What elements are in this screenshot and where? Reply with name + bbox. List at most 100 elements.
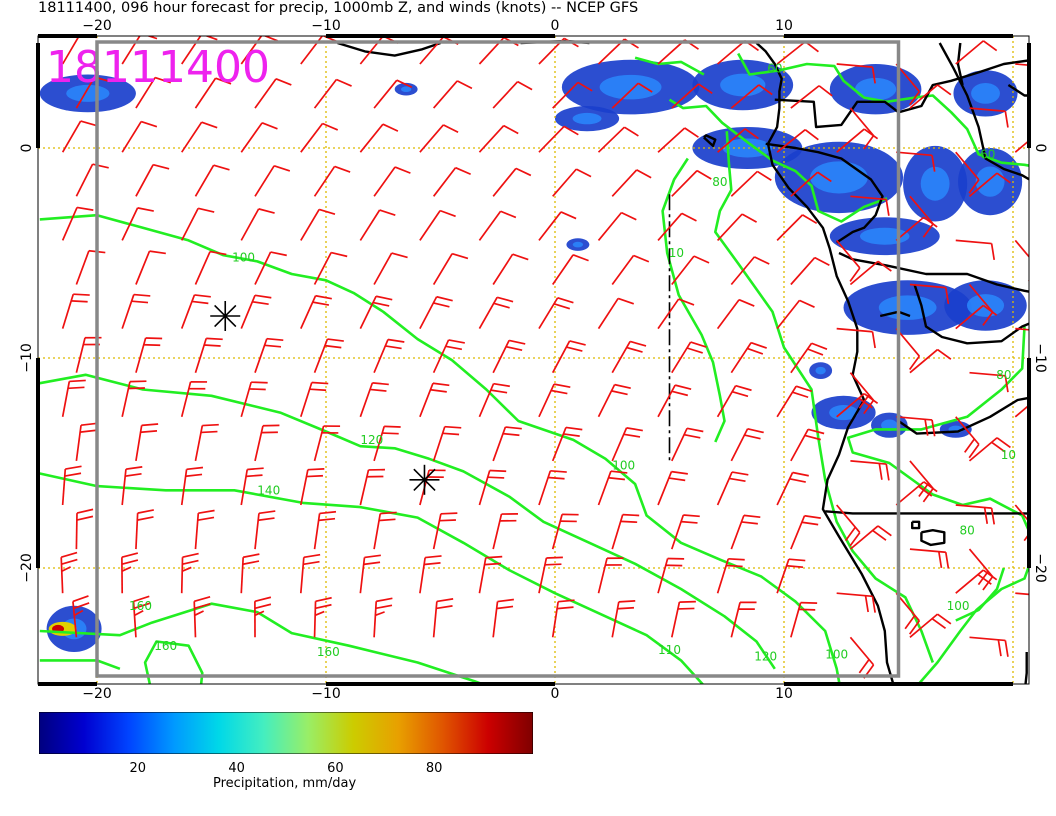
barb-feather: [273, 165, 291, 172]
wind-barb: [1014, 404, 1029, 418]
barb-shaft: [432, 80, 458, 109]
barb-feather: [264, 344, 282, 348]
colorbar-label: Precipitation, mm/day: [213, 776, 357, 791]
barb-feather: [620, 520, 638, 524]
wind-barb: [359, 295, 393, 329]
barb-shaft: [254, 425, 264, 462]
barb-shaft: [313, 338, 329, 374]
barb-feather: [679, 600, 696, 603]
barb-shaft: [551, 514, 563, 550]
barb-feather: [964, 438, 976, 453]
barb-shaft: [909, 613, 939, 638]
barb-feather: [877, 260, 892, 272]
barb-shaft: [790, 602, 802, 638]
barb-feather: [792, 471, 809, 477]
wind-barb: [181, 121, 218, 153]
barb-shaft: [538, 125, 565, 153]
barb-shaft: [61, 293, 75, 329]
barb-feather: [990, 243, 996, 260]
wind-barb: [850, 195, 890, 216]
barb-feather: [61, 566, 71, 572]
wind-barb: [611, 254, 650, 286]
barb-feather: [977, 573, 992, 585]
barb-feather: [318, 517, 336, 522]
wind-barb: [611, 513, 640, 550]
wind-barb: [313, 338, 344, 374]
barb-feather: [801, 521, 819, 526]
wind-barb: [313, 165, 351, 197]
barb-shaft: [180, 469, 188, 506]
wind-barb: [61, 120, 97, 153]
y-tick-label-right: −20: [1032, 553, 1048, 583]
barb-feather: [572, 254, 589, 262]
wind-barb: [1014, 139, 1029, 153]
wind-barb: [597, 470, 628, 506]
barb-feather: [938, 551, 943, 569]
barb-shaft: [657, 471, 673, 506]
barb-shaft: [790, 342, 813, 374]
barb-shaft: [969, 371, 1006, 377]
precip-core: [572, 112, 602, 125]
barb-shaft: [716, 558, 730, 594]
barb-feather: [315, 294, 332, 300]
contour-label: 160: [129, 599, 152, 613]
barb-shaft: [300, 295, 317, 329]
contour-line: [661, 157, 726, 443]
barb-shaft: [132, 601, 137, 638]
height-contours: [39, 52, 1029, 684]
wind-barb: [909, 283, 950, 305]
barb-feather: [314, 610, 325, 617]
barb-shaft: [299, 469, 309, 506]
barb-shaft: [254, 165, 275, 197]
barb-feather: [557, 297, 574, 304]
barb-shaft: [359, 557, 366, 594]
barb-feather: [194, 602, 211, 610]
barb-feather: [493, 302, 510, 309]
low-centers: [210, 301, 440, 495]
wind-barb: [597, 211, 637, 241]
coastline: [938, 42, 1029, 181]
barb-shaft: [1028, 372, 1029, 374]
wind-barb: [552, 168, 592, 197]
barb-feather: [871, 596, 876, 613]
barb-shaft: [61, 120, 82, 153]
barb-feather: [872, 529, 887, 541]
wind-barb: [671, 255, 710, 286]
barb-shaft: [1014, 404, 1029, 418]
contour-label: 120: [754, 649, 777, 663]
barb-feather: [517, 80, 533, 91]
barb-feather: [731, 471, 749, 476]
barb-shaft: [135, 164, 154, 197]
barb-shaft: [909, 548, 946, 554]
wind-barb: [240, 294, 272, 329]
barb-feather: [693, 255, 710, 264]
barb-shaft: [909, 283, 946, 289]
barb-feather: [804, 514, 821, 519]
barb-shaft: [194, 425, 204, 462]
barb-shaft: [359, 123, 384, 153]
barb-feather: [125, 466, 143, 471]
wind-barb: [194, 509, 215, 550]
barb-shaft: [611, 341, 631, 374]
barb-feather: [924, 419, 929, 436]
barb-feather: [263, 36, 278, 42]
barb-feather: [668, 477, 686, 482]
barb-shaft: [432, 601, 438, 638]
barb-feather: [878, 463, 883, 480]
wind-barb: [373, 166, 411, 197]
wind-barb: [850, 460, 890, 481]
barb-shaft: [1028, 108, 1029, 110]
precip-core: [975, 166, 1005, 197]
wind-barb: [373, 511, 397, 550]
y-tick-label-right: 0: [1032, 144, 1048, 153]
barb-feather: [982, 304, 998, 316]
y-tick-label-left: −20: [19, 553, 35, 583]
wind-barb: [730, 170, 772, 197]
barb-feather: [996, 172, 1011, 184]
barb-feather: [369, 388, 387, 392]
wind-barb: [478, 210, 517, 241]
barb-feather: [623, 433, 641, 438]
wind-barb: [671, 83, 713, 109]
contour-line: [714, 131, 935, 663]
barb-shaft: [419, 124, 444, 153]
